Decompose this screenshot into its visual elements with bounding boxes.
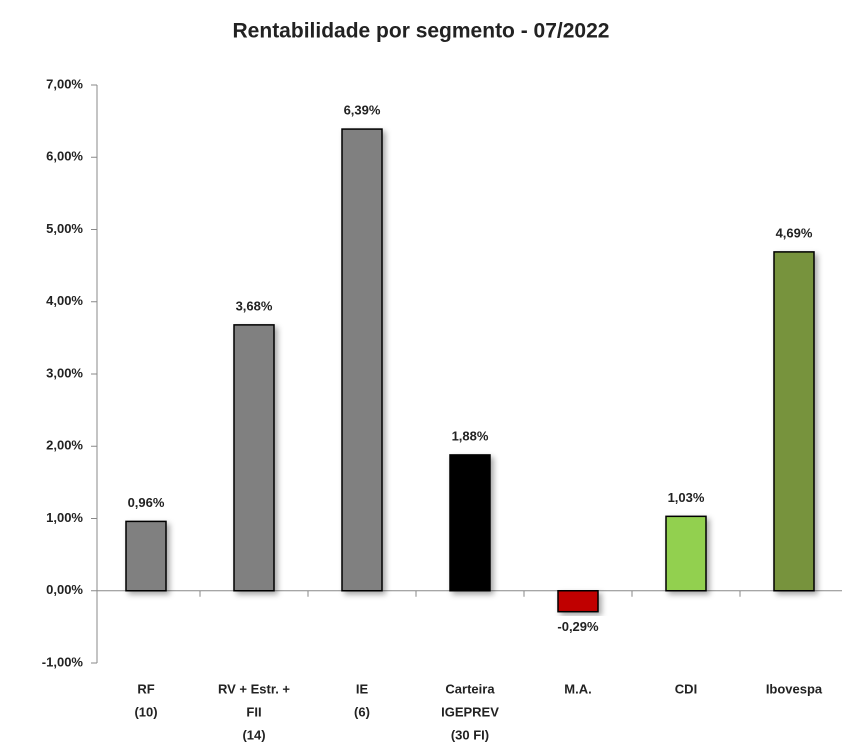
value-label: -0,29% <box>557 619 599 634</box>
bar <box>665 515 707 592</box>
x-tick-label: FII <box>246 704 261 719</box>
bar <box>233 324 275 592</box>
x-tick-label: Ibovespa <box>766 681 823 696</box>
x-tick-label: M.A. <box>564 681 591 696</box>
value-label: 0,96% <box>128 495 165 510</box>
bar <box>557 590 599 613</box>
value-label: 6,39% <box>344 103 381 118</box>
y-tick-label: 3,00% <box>46 365 83 380</box>
x-tick-label: IGEPREV <box>441 704 499 719</box>
x-tick-label: RF <box>137 681 154 696</box>
x-tick-label: (14) <box>242 727 265 742</box>
x-tick-label: Carteira <box>445 681 495 696</box>
bar <box>773 251 815 592</box>
chart-title: Rentabilidade por segmento - 07/2022 <box>233 20 610 43</box>
y-tick-label: 4,00% <box>46 293 83 308</box>
value-label: 1,88% <box>452 428 489 443</box>
y-tick-label: 7,00% <box>46 76 83 91</box>
x-tick-label: IE <box>356 681 369 696</box>
x-tick-label: (10) <box>134 704 157 719</box>
y-tick-label: 2,00% <box>46 438 83 453</box>
x-tick-label: CDI <box>675 681 697 696</box>
bar <box>125 520 167 592</box>
y-tick-label: 6,00% <box>46 149 83 164</box>
y-tick-label: 0,00% <box>46 582 83 597</box>
value-label: 1,03% <box>668 490 705 505</box>
bar <box>449 454 491 592</box>
value-label: 4,69% <box>776 225 813 240</box>
x-tick-label: RV + Estr. + <box>218 681 290 696</box>
y-tick-label: -1,00% <box>42 654 84 669</box>
bar <box>341 128 383 592</box>
y-tick-label: 1,00% <box>46 510 83 525</box>
x-tick-label: (6) <box>354 704 370 719</box>
value-label: 3,68% <box>236 298 273 313</box>
x-tick-label: (30 FI) <box>451 727 489 742</box>
y-tick-label: 5,00% <box>46 221 83 236</box>
